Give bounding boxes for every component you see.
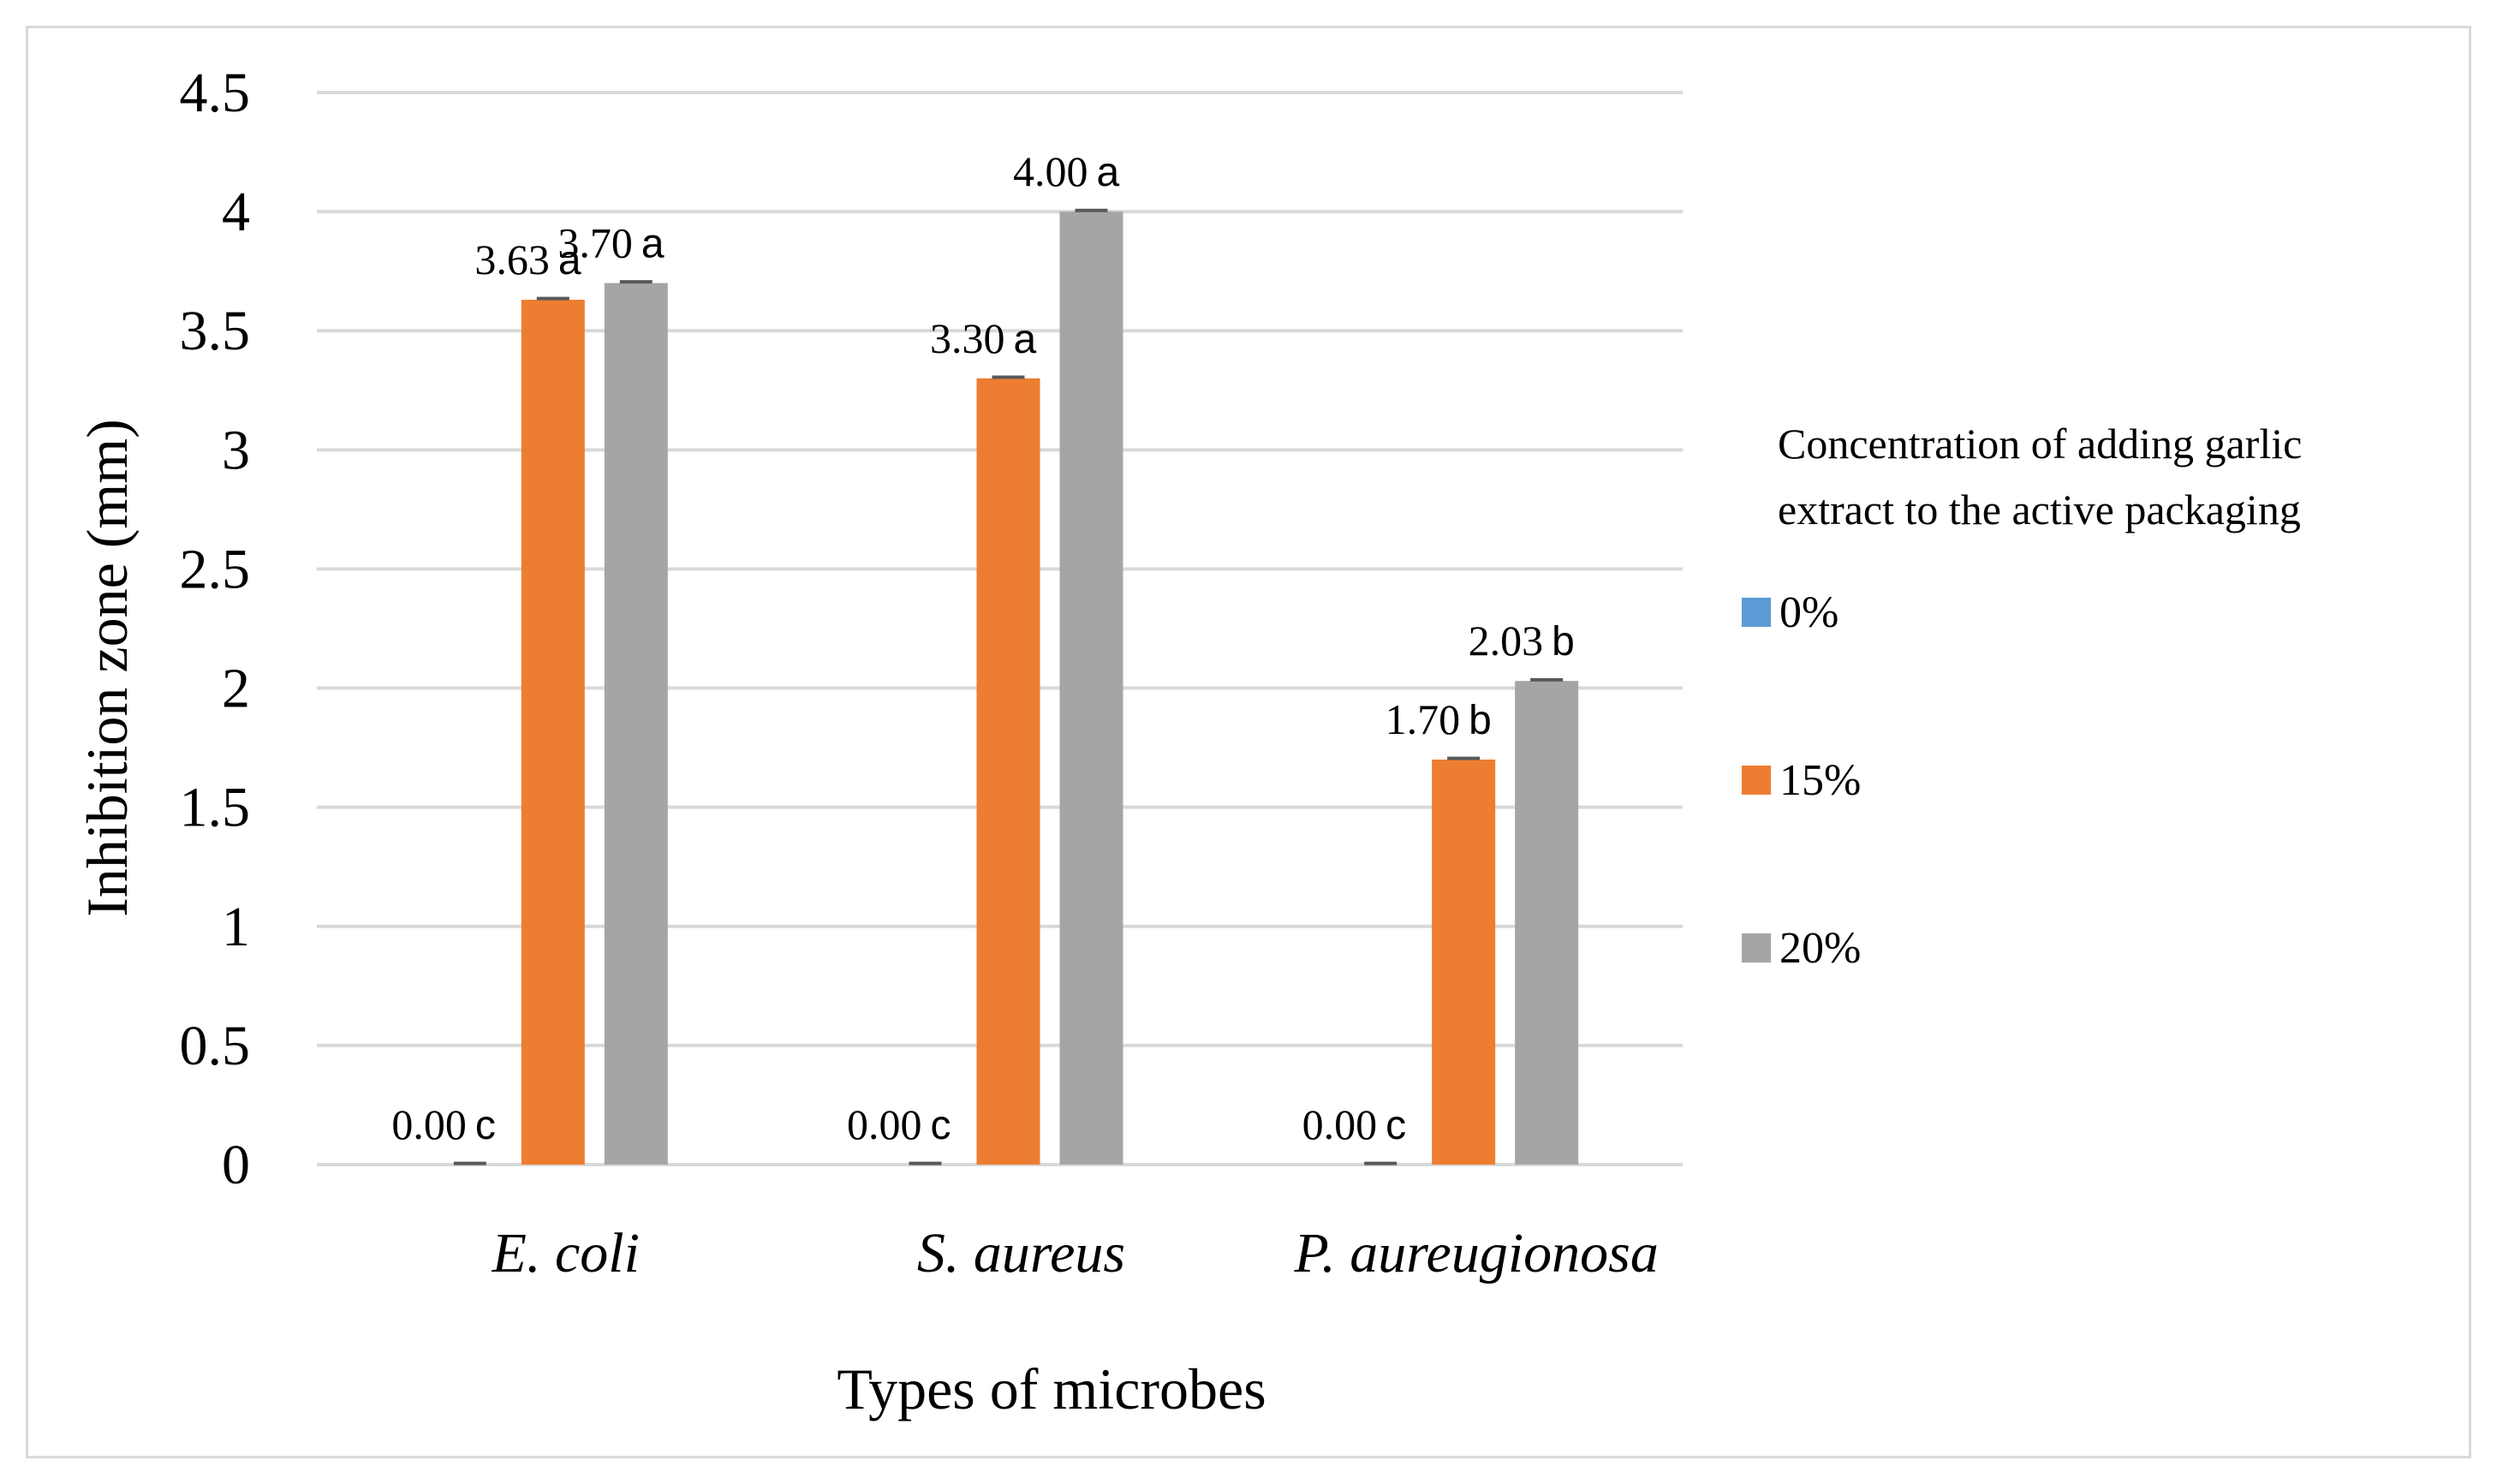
data-label: 1.70 (1386, 695, 1461, 743)
significance-letter: a (558, 238, 581, 283)
bar-15pct-2 (1432, 760, 1496, 1165)
bar-20pct-1 (1059, 212, 1123, 1165)
bars: 0.00 c3.63 a3.70 a0.00 c3.30 a4.00 a0.00 c1.70 b… (391, 147, 1579, 1165)
data-label: 4.00 (1013, 147, 1088, 195)
y-tick-label: 4.5 (180, 62, 251, 124)
y-tick-label: 2 (222, 658, 250, 720)
y-tick-label: 4 (222, 181, 250, 243)
legend-label: 20% (1779, 924, 1861, 973)
y-tick-label: 3.5 (180, 300, 251, 362)
y-axis-label: Inhibition zone (mm) (74, 419, 140, 917)
legend-label: 15% (1779, 756, 1861, 805)
legend: Concentration of adding garlic extract t… (1742, 420, 2302, 973)
significance-letter: b (1552, 619, 1575, 665)
data-label: 3.30 (930, 314, 1005, 362)
x-tick-label: S. aureus (917, 1222, 1125, 1284)
data-label: 3.70 (557, 219, 633, 267)
y-tick-label: 0.5 (180, 1015, 251, 1077)
y-tick-label: 2.5 (180, 538, 251, 600)
significance-letter: c (1386, 1103, 1406, 1148)
significance-letter: a (1014, 317, 1037, 362)
significance-letter: b (1469, 698, 1492, 743)
x-axis-label: Types of microbes (837, 1356, 1266, 1421)
bar-15pct-1 (976, 378, 1040, 1165)
legend-title-line-2: extract to the active packaging (1778, 486, 2301, 533)
legend-swatch-0pct (1742, 598, 1771, 627)
significance-letter: a (1097, 150, 1120, 195)
data-label: 3.63 (474, 235, 550, 283)
chart-frame (26, 26, 2471, 1458)
significance-letter: c (475, 1103, 496, 1148)
bar-20pct-0 (604, 283, 668, 1165)
significance-letter: c (931, 1103, 951, 1148)
data-label: 0.00 (1302, 1100, 1378, 1148)
y-axis-ticks: 0 0.5 1 1.5 2 2.5 3 3.5 4 4.5 (180, 62, 251, 1196)
legend-swatch-15pct (1742, 766, 1771, 795)
y-tick-label: 1 (222, 896, 250, 958)
x-axis-ticks: E. coli S. aureus P. aureugionosa (492, 1222, 1659, 1284)
y-tick-label: 0 (222, 1134, 250, 1196)
data-label: 0.00 (391, 1100, 467, 1148)
x-tick-label: E. coli (492, 1222, 640, 1284)
legend-swatch-20pct (1742, 933, 1771, 963)
x-tick-label: P. aureugionosa (1293, 1222, 1658, 1284)
y-tick-label: 1.5 (180, 777, 251, 839)
legend-label: 0% (1779, 588, 1838, 637)
significance-letter: a (641, 222, 664, 267)
legend-title-line-1: Concentration of adding garlic (1778, 420, 2302, 468)
data-label: 0.00 (847, 1100, 922, 1148)
bar-15pct-0 (521, 300, 585, 1165)
data-label: 2.03 (1469, 617, 1544, 665)
y-tick-label: 3 (222, 419, 250, 481)
bar-20pct-2 (1515, 681, 1579, 1165)
